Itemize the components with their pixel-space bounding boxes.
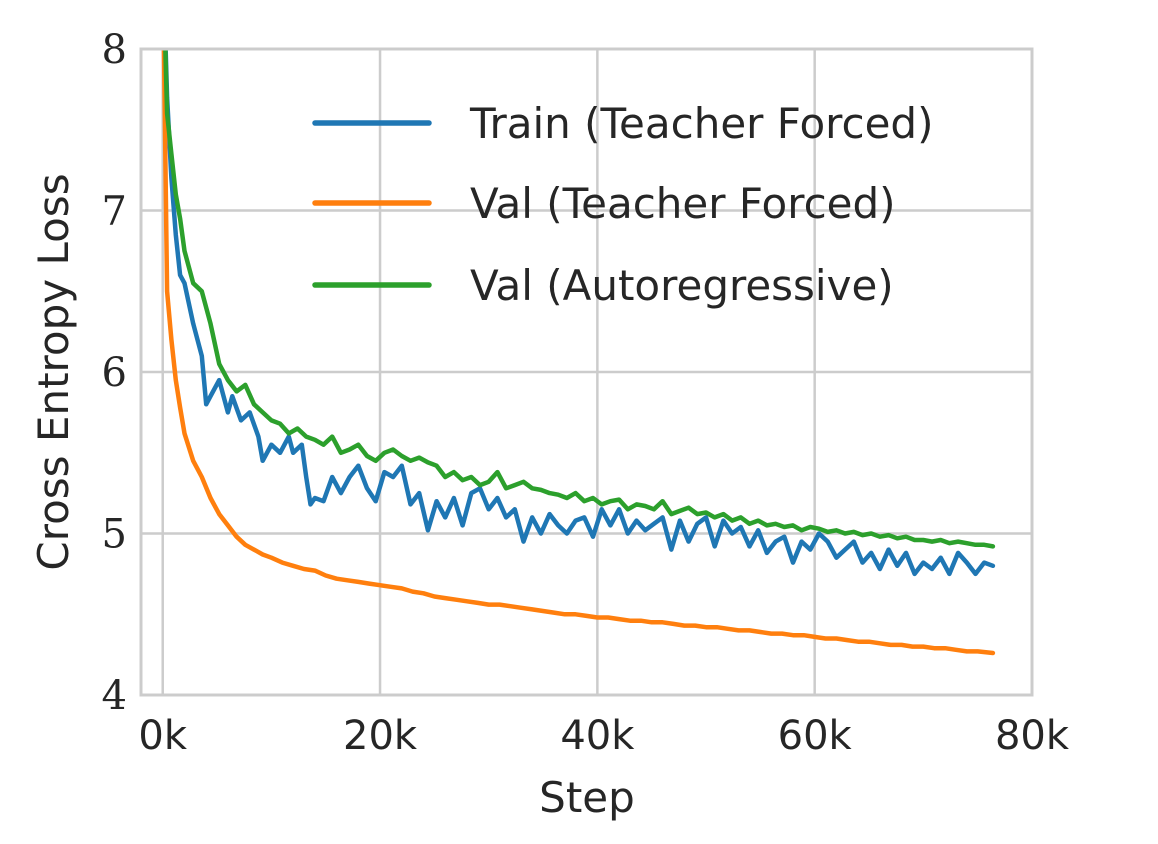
y-tick-label: 4	[102, 673, 127, 719]
series-line-1	[163, 49, 996, 577]
series-line-2	[161, 49, 996, 656]
plot-frame	[139, 47, 1034, 697]
legend-label: Val (Autoregressive)	[470, 261, 894, 310]
y-tick-label: 7	[102, 189, 127, 235]
legend-label: Val (Teacher Forced)	[470, 179, 896, 228]
series-layer	[161, 49, 996, 656]
x-tick-label: 20k	[343, 713, 418, 759]
x-tick-label: 60k	[778, 713, 853, 759]
series-line-3	[163, 49, 996, 549]
x-tick-label: 40k	[560, 713, 635, 759]
x-tick-labels: 0k 20k 40k 60k 80k	[138, 713, 1069, 759]
y-tick-labels: 4 5 6 7 8	[102, 27, 127, 719]
y-tick-label: 5	[102, 512, 127, 558]
y-axis-label: Cross Entropy Loss	[29, 173, 78, 570]
y-tick-label: 8	[102, 27, 127, 73]
legend: Train (Teacher Forced) Val (Teacher Force…	[312, 99, 933, 310]
x-tick-label: 80k	[995, 713, 1070, 759]
legend-label: Train (Teacher Forced)	[469, 99, 933, 148]
y-tick-label: 6	[102, 350, 127, 396]
x-axis-label: Step	[539, 773, 635, 822]
x-tick-label: 0k	[138, 713, 187, 759]
